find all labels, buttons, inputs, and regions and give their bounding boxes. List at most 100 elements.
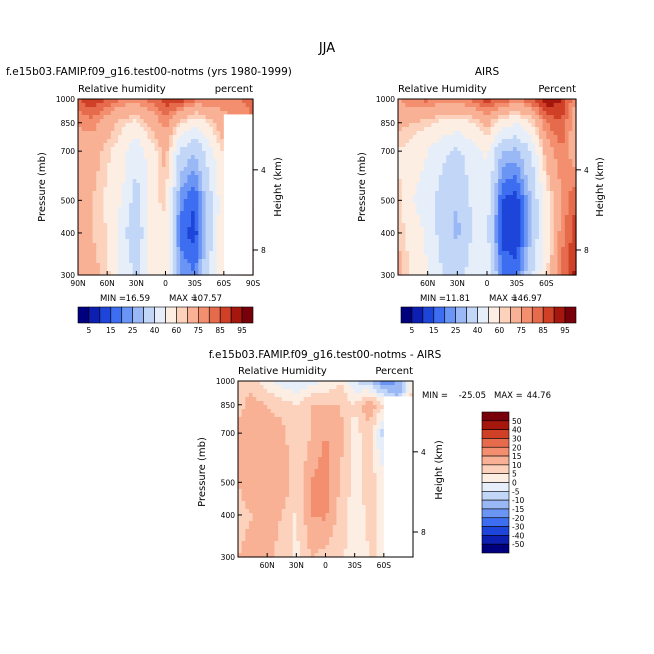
field-cell	[205, 115, 210, 120]
field-cell	[398, 227, 403, 232]
field-cell	[405, 393, 410, 398]
field-cell	[572, 139, 577, 144]
field-cell	[512, 143, 518, 148]
field-cell	[129, 155, 134, 160]
field-cell	[139, 179, 145, 184]
field-cell	[468, 211, 473, 216]
field-cell	[483, 235, 488, 240]
field-cell	[405, 159, 410, 164]
field-cell	[85, 171, 90, 176]
colorbar-swatch	[176, 306, 188, 324]
field-cell	[553, 203, 559, 208]
field-cell	[527, 191, 533, 196]
field-cell	[201, 271, 207, 276]
field-cell	[209, 251, 214, 256]
field-cell	[99, 195, 105, 200]
y-tick-label: 500	[381, 196, 396, 205]
field-cell	[376, 425, 381, 430]
field-cell	[568, 239, 573, 244]
field-cell	[245, 433, 250, 438]
field-cell	[147, 187, 152, 192]
field-cell	[572, 171, 577, 176]
field-cell	[99, 139, 105, 144]
field-cell	[278, 421, 283, 426]
field-cell	[143, 263, 148, 268]
field-cell	[238, 409, 243, 414]
field-cell	[468, 255, 473, 260]
field-cell	[96, 147, 101, 152]
field-cell	[498, 263, 503, 268]
field-cell	[169, 155, 174, 160]
field-cell	[241, 397, 246, 402]
field-cell	[527, 135, 533, 140]
field-cell	[572, 267, 577, 272]
field-cell	[420, 247, 425, 252]
colorbar-swatch	[521, 306, 533, 324]
field-cell	[531, 211, 536, 216]
field-cell	[139, 155, 145, 160]
field-cell	[125, 119, 130, 124]
field-cell	[564, 167, 570, 172]
field-cell	[457, 139, 462, 144]
field-cell	[446, 247, 451, 252]
field-cell	[198, 151, 203, 156]
field-cell	[216, 247, 221, 252]
field-cell	[241, 389, 246, 394]
field-cell	[165, 251, 170, 256]
field-cell	[501, 127, 507, 132]
x-tick-label: 90S	[246, 279, 261, 288]
field-cell	[442, 203, 447, 208]
field-cell	[401, 199, 407, 204]
field-cell	[442, 139, 447, 144]
field-cell	[198, 243, 203, 248]
field-cell	[242, 107, 247, 112]
field-cell	[494, 183, 499, 188]
field-cell	[180, 159, 185, 164]
field-cell	[248, 417, 254, 422]
field-cell	[494, 127, 499, 132]
field-cell	[252, 429, 257, 434]
field-cell	[96, 99, 101, 104]
field-cell	[487, 143, 492, 148]
field-cell	[96, 131, 101, 136]
field-cell	[472, 187, 477, 192]
field-cell	[81, 239, 86, 244]
field-cell	[329, 389, 334, 394]
field-cell	[516, 155, 521, 160]
field-cell	[398, 119, 403, 124]
field-cell	[483, 139, 488, 144]
field-cell	[572, 195, 577, 200]
field-cell	[172, 167, 178, 172]
field-cell	[401, 135, 407, 140]
field-cell	[223, 107, 229, 112]
field-cell	[483, 215, 488, 220]
field-cell	[343, 417, 348, 422]
field-cell	[172, 131, 178, 136]
field-cell	[340, 405, 345, 410]
field-cell	[220, 235, 225, 240]
field-cell	[274, 425, 279, 430]
field-cell	[479, 103, 484, 108]
field-cell	[107, 211, 112, 216]
field-cell	[509, 203, 514, 208]
field-cell	[546, 231, 551, 236]
field-cell	[479, 107, 484, 112]
field-cell	[509, 143, 514, 148]
field-cell	[325, 385, 330, 390]
field-cell	[278, 381, 283, 386]
field-cell	[494, 115, 499, 120]
field-cell	[241, 409, 246, 414]
field-cell	[401, 203, 407, 208]
field-cell	[423, 175, 429, 180]
field-cell	[468, 99, 473, 104]
field-cell	[516, 163, 521, 168]
field-cell	[314, 417, 319, 422]
field-cell	[446, 267, 451, 272]
field-cell	[194, 103, 199, 108]
field-cell	[321, 397, 327, 402]
field-cell	[416, 155, 421, 160]
field-cell	[427, 151, 432, 156]
field-cell	[468, 107, 473, 112]
field-cell	[468, 243, 473, 248]
field-cell	[220, 127, 225, 132]
